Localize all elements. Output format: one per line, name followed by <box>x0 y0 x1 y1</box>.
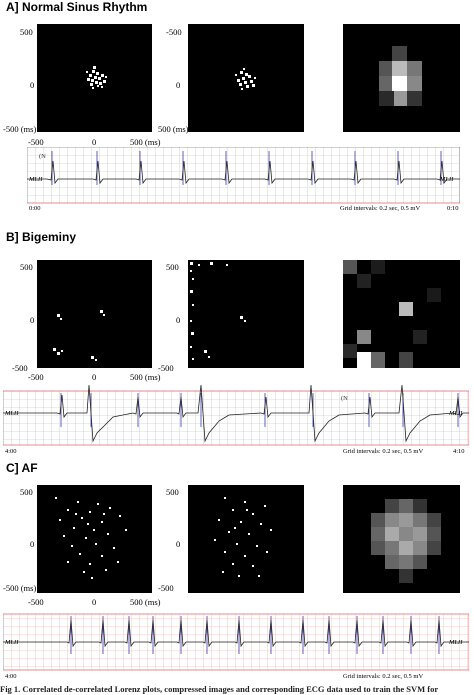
b-xtick-2: 0 <box>92 372 97 382</box>
b-panel1-ytick-top: 500 <box>20 262 33 272</box>
a-ecg-lead-left: MLII <box>28 176 43 183</box>
c-lorenz-decorrelated <box>188 485 304 593</box>
b-xtick-1: -500 <box>28 372 44 382</box>
b-ecg-lead-left: MLII <box>4 410 19 417</box>
a-xtick-3: 500 (ms) <box>130 137 161 147</box>
c-ecg-grid-note: Grid intervals: 0.2 sec, 0.5 mV <box>343 673 423 680</box>
b-ecg-time-start: 4:00 <box>5 448 17 455</box>
a-panel1-ytick-bottom: -500 (ms) <box>3 124 37 134</box>
c-xtick-2: 0 <box>92 597 97 607</box>
a-ecg-time-start: 0:00 <box>29 205 41 212</box>
section-b-title: B] Bigeminy <box>6 230 77 244</box>
c-panel2-ytick-top: 500 <box>166 487 179 497</box>
c-xtick-3: 500 (ms) <box>130 597 161 607</box>
c-panel2-ytick-bottom: -500 <box>158 583 174 593</box>
a-xtick-2: 0 <box>92 137 97 147</box>
a-panel2-ytick-mid: 0 <box>176 80 181 90</box>
a-lorenz-correlated <box>37 24 152 132</box>
a-xtick-1: -500 <box>28 137 44 147</box>
a-panel1-ytick-top: 500 <box>20 27 33 37</box>
c-lorenz-correlated <box>37 485 152 593</box>
b-lorenz-decorrelated <box>188 260 304 368</box>
a-panel1-ytick-mid: 0 <box>30 80 35 90</box>
b-panel1-ytick-mid: 0 <box>30 315 35 325</box>
a-ecg-strip: MLII MLII (N 0:00 0:10 Grid intervals: 0… <box>27 147 460 212</box>
b-panel1-ytick-bottom: -500 <box>12 363 28 373</box>
figure-caption: Fig 1. Correlated de-correlated Lorenz p… <box>0 684 439 694</box>
a-ecg-time-end: 0:10 <box>447 205 459 212</box>
c-xtick-1: -500 <box>28 597 44 607</box>
c-panel1-ytick-top: 500 <box>20 487 33 497</box>
b-panel2-ytick-bottom: -500 <box>158 363 174 373</box>
c-ecg-lead-right: MLII <box>448 639 463 646</box>
b-panel2-ytick-mid: 0 <box>176 315 181 325</box>
a-panel2-ytick-top: -500 <box>166 27 182 37</box>
b-ecg-lead-right: MLII <box>448 410 463 417</box>
c-ecg-strip: MLII MLII 4:00 Grid intervals: 0.2 sec, … <box>3 613 469 680</box>
c-panel2-ytick-mid: 0 <box>176 539 181 549</box>
b-ecg-grid-note: Grid intervals: 0.2 sec, 0.5 mV <box>343 448 423 455</box>
a-ecg-grid-note: Grid intervals: 0.2 sec, 0.5 mV <box>340 205 420 212</box>
b-panel2-ytick-top: 500 <box>166 262 179 272</box>
c-panel1-ytick-mid: 0 <box>30 539 35 549</box>
b-xtick-3: 500 (ms) <box>130 372 161 382</box>
a-ecg-lead-right: MLII <box>439 176 454 183</box>
c-panel1-ytick-bottom: -500 (ms) <box>3 583 37 593</box>
a-lorenz-decorrelated <box>188 24 304 132</box>
section-a-title: A] Normal Sinus Rhythm <box>6 0 148 14</box>
c-compressed-image <box>343 485 460 593</box>
a-compressed-image <box>343 24 460 132</box>
section-c-title: C] AF <box>6 461 38 475</box>
b-ecg-strip: MLII MLII (N 4:00 4:10 Grid intervals: 0… <box>3 384 469 455</box>
b-compressed-image <box>343 260 460 368</box>
c-ecg-lead-left: MLII <box>4 639 19 646</box>
a-ecg-annotation: (N <box>39 153 46 160</box>
b-lorenz-correlated <box>37 260 152 368</box>
b-ecg-time-end: 4:10 <box>453 448 465 455</box>
a-panel2-ytick-bottom: 500 (ms) <box>158 124 189 134</box>
c-ecg-time-start: 4:00 <box>5 673 17 680</box>
b-ecg-annotation: (N <box>341 395 348 402</box>
